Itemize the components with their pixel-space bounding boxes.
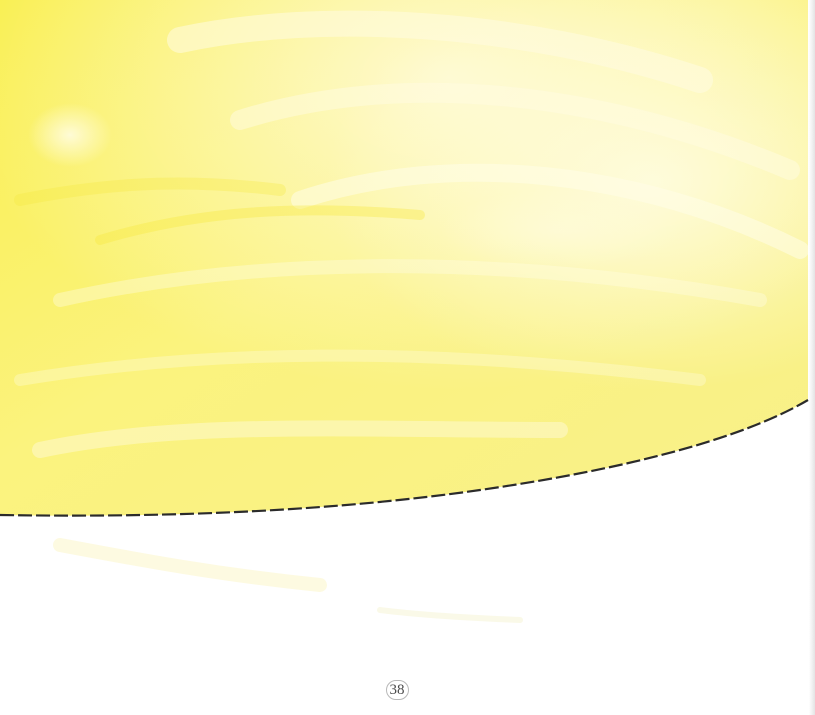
wash-edge-line (0, 399, 809, 517)
page-number: 38 (380, 678, 414, 702)
page-number-label: 38 (385, 680, 409, 700)
page-edge-shadow (809, 0, 815, 715)
